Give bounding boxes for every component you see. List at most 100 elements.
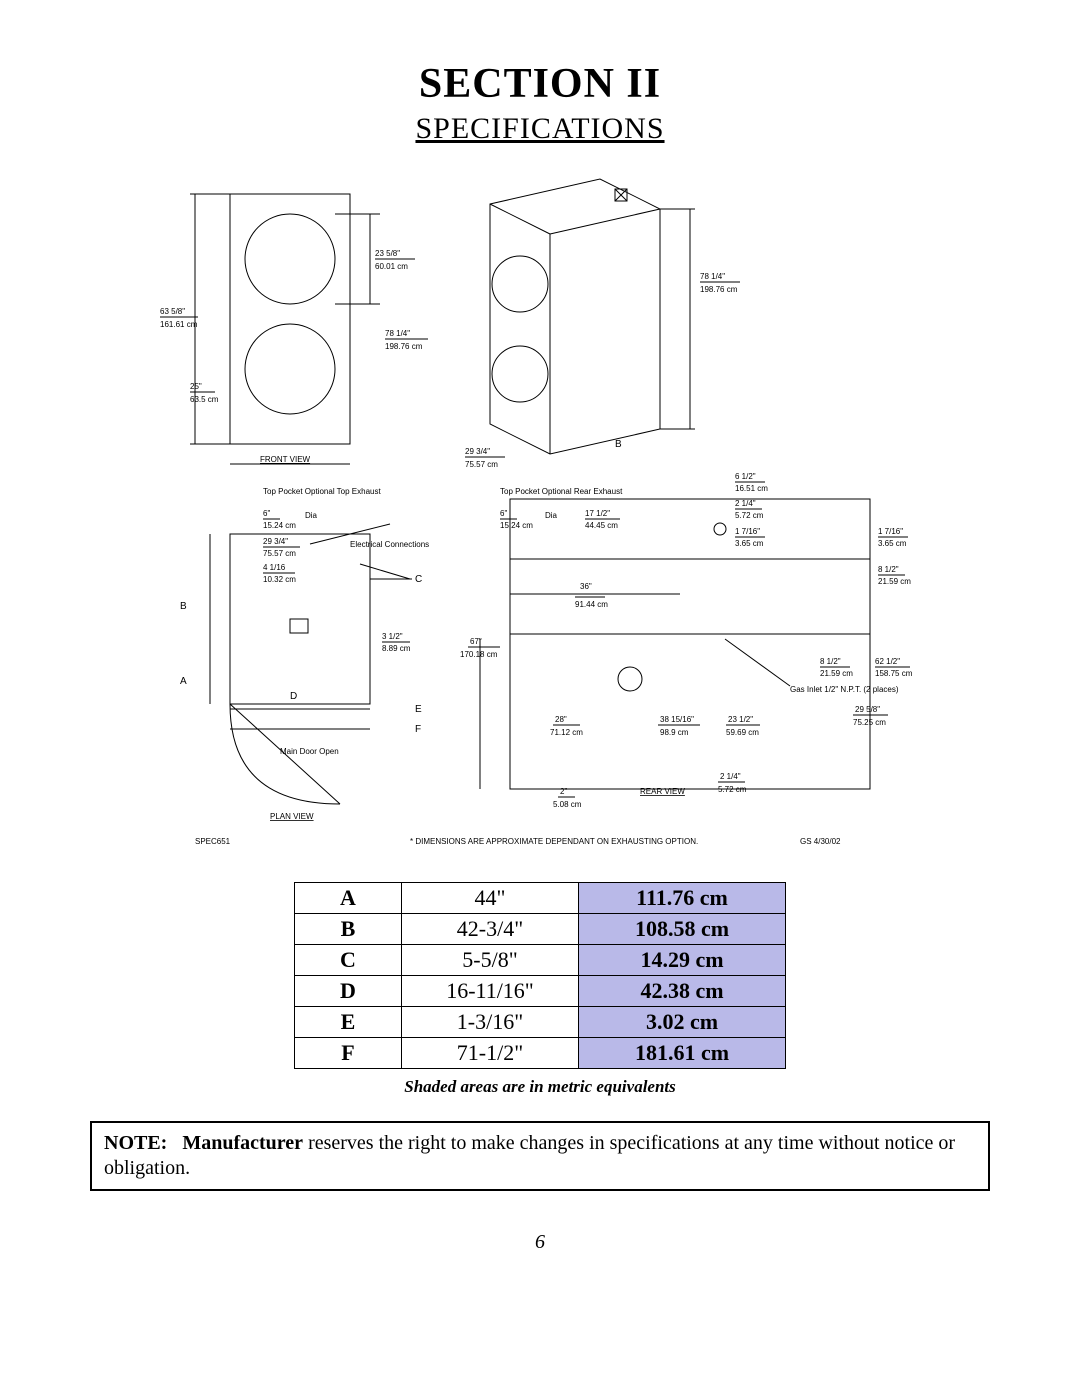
spec-page: SECTION II SPECIFICATIONS 63 5/8" 161.61…	[0, 0, 1080, 1294]
table-row: B42-3/4"108.58 cm	[295, 914, 786, 945]
shaded-note: Shaded areas are in metric equivalents	[90, 1077, 990, 1097]
spec-inch: 42-3/4"	[402, 914, 579, 945]
plan-f: F	[415, 724, 421, 735]
page-number: 6	[90, 1231, 990, 1254]
dia6b-cm: 15.24 cm	[500, 521, 533, 530]
dim-2934-in: 29 3/4"	[263, 537, 288, 546]
spec-inch: 1-3/16"	[402, 1007, 579, 1038]
iso-view-group: 78 1/4" 198.76 cm 29 3/4" 75.57 cm B	[465, 179, 740, 469]
spec-key: F	[295, 1038, 402, 1069]
spec-code: SPEC651	[195, 837, 231, 846]
dim-214b-cm: 5.72 cm	[718, 785, 747, 794]
table-row: F71-1/2"181.61 cm	[295, 1038, 786, 1069]
spec-metric: 14.29 cm	[579, 945, 786, 976]
dim-2958-in: 29 5/8"	[855, 705, 880, 714]
dim-812-cm: 21.59 cm	[878, 577, 911, 586]
dim-front-w-cm: 63.5 cm	[190, 395, 219, 404]
dim-312-cm: 8.89 cm	[382, 644, 411, 653]
rear-exhaust-label: Top Pocket Optional Rear Exhaust	[500, 487, 623, 496]
dims-note: * DIMENSIONS ARE APPROXIMATE DEPENDANT O…	[410, 837, 698, 846]
note-prefix: NOTE:	[104, 1132, 167, 1154]
spec-key: E	[295, 1007, 402, 1038]
spec-inch: 5-5/8"	[402, 945, 579, 976]
dim-circle-in: 23 5/8"	[375, 249, 400, 258]
dim-67-in: 67"	[470, 637, 482, 646]
dim-214-in: 2 1/4"	[735, 499, 756, 508]
spec-table: A44"111.76 cmB42-3/4"108.58 cmC5-5/8"14.…	[294, 882, 786, 1069]
dim-1716b-cm: 3.65 cm	[878, 539, 907, 548]
dim-214-cm: 5.72 cm	[735, 511, 764, 520]
dim-41_16-in: 4 1/16	[263, 563, 286, 572]
spec-inch: 44"	[402, 883, 579, 914]
dim-812b-cm: 21.59 cm	[820, 669, 853, 678]
elec-label: Electrical Connections	[350, 540, 429, 549]
dim-2312-cm: 59.69 cm	[726, 728, 759, 737]
spec-metric: 42.38 cm	[579, 976, 786, 1007]
table-row: A44"111.76 cm	[295, 883, 786, 914]
dim-6212-cm: 158.75 cm	[875, 669, 913, 678]
dim-below-in: 78 1/4"	[385, 329, 410, 338]
dim-2312-in: 23 1/2"	[728, 715, 753, 724]
dim-1712-in: 17 1/2"	[585, 509, 610, 518]
gs-date: GS 4/30/02	[800, 837, 841, 846]
spec-key: D	[295, 976, 402, 1007]
dim-312-in: 3 1/2"	[382, 632, 403, 641]
plan-view-label: PLAN VIEW	[270, 812, 314, 821]
dim-front-h-in: 63 5/8"	[160, 307, 185, 316]
dim-2934-cm: 75.57 cm	[263, 549, 296, 558]
dim-1716-in: 1 7/16"	[735, 527, 760, 536]
dia-word-1: Dia	[305, 511, 318, 520]
spec-metric: 3.02 cm	[579, 1007, 786, 1038]
dia6-cm: 15.24 cm	[263, 521, 296, 530]
dim-2958-cm: 75.25 cm	[853, 718, 886, 727]
front-view-group: 63 5/8" 161.61 cm 25" 63.5 cm 23 5/8" 60…	[160, 194, 428, 464]
plan-a: A	[180, 676, 187, 687]
spec-key: B	[295, 914, 402, 945]
front-view-label: FRONT VIEW	[260, 455, 311, 464]
spec-metric: 181.61 cm	[579, 1038, 786, 1069]
specs-subtitle: SPECIFICATIONS	[90, 112, 990, 146]
plan-c: C	[415, 574, 422, 585]
table-row: D16-11/16"42.38 cm	[295, 976, 786, 1007]
dim-28-cm: 71.12 cm	[550, 728, 583, 737]
plan-e: E	[415, 704, 422, 715]
rear-view-label: REAR VIEW	[640, 787, 685, 796]
dim-214b-in: 2 1/4"	[720, 772, 741, 781]
dim-36-in: 36"	[580, 582, 592, 591]
table-row: C5-5/8"14.29 cm	[295, 945, 786, 976]
dim-front-w-in: 25"	[190, 382, 202, 391]
spec-drawing-svg: 63 5/8" 161.61 cm 25" 63.5 cm 23 5/8" 60…	[160, 164, 920, 864]
dim-36-cm: 91.44 cm	[575, 600, 608, 609]
spec-metric: 111.76 cm	[579, 883, 786, 914]
top-exhaust-label: Top Pocket Optional Top Exhaust	[263, 487, 381, 496]
spec-key: C	[295, 945, 402, 976]
dim-28-in: 28"	[555, 715, 567, 724]
dim-612-in: 6 1/2"	[735, 472, 756, 481]
plan-view-group: Top Pocket Optional Top Exhaust 6" 15.24…	[180, 487, 429, 821]
dim-41_16-cm: 10.32 cm	[263, 575, 296, 584]
dim-381516-cm: 98.9 cm	[660, 728, 689, 737]
iso-d-in: 29 3/4"	[465, 447, 490, 456]
plan-b: B	[180, 601, 187, 612]
dim-2-in: 2"	[560, 787, 567, 796]
spec-key: A	[295, 883, 402, 914]
gas-inlet-label: Gas Inlet 1/2" N.P.T. (2 places)	[790, 685, 899, 694]
dia-word-2: Dia	[545, 511, 558, 520]
rear-view-group: Top Pocket Optional Rear Exhaust 6" 15.2…	[460, 472, 913, 809]
dim-1716-cm: 3.65 cm	[735, 539, 764, 548]
iso-b-label: B	[615, 439, 622, 450]
spec-inch: 71-1/2"	[402, 1038, 579, 1069]
main-door-label: Main Door Open	[280, 747, 339, 756]
dim-1716b-in: 1 7/16"	[878, 527, 903, 536]
dim-6212-in: 62 1/2"	[875, 657, 900, 666]
table-row: E1-3/16"3.02 cm	[295, 1007, 786, 1038]
dim-1712-cm: 44.45 cm	[585, 521, 618, 530]
iso-d-cm: 75.57 cm	[465, 460, 498, 469]
note-box: NOTE: Manufacturer reserves the right to…	[90, 1121, 990, 1191]
section-title: SECTION II	[90, 60, 990, 108]
dia6b-in: 6"	[500, 509, 507, 518]
spec-metric: 108.58 cm	[579, 914, 786, 945]
iso-h-in: 78 1/4"	[700, 272, 725, 281]
dim-2-cm: 5.08 cm	[553, 800, 582, 809]
dim-67-cm: 170.18 cm	[460, 650, 498, 659]
